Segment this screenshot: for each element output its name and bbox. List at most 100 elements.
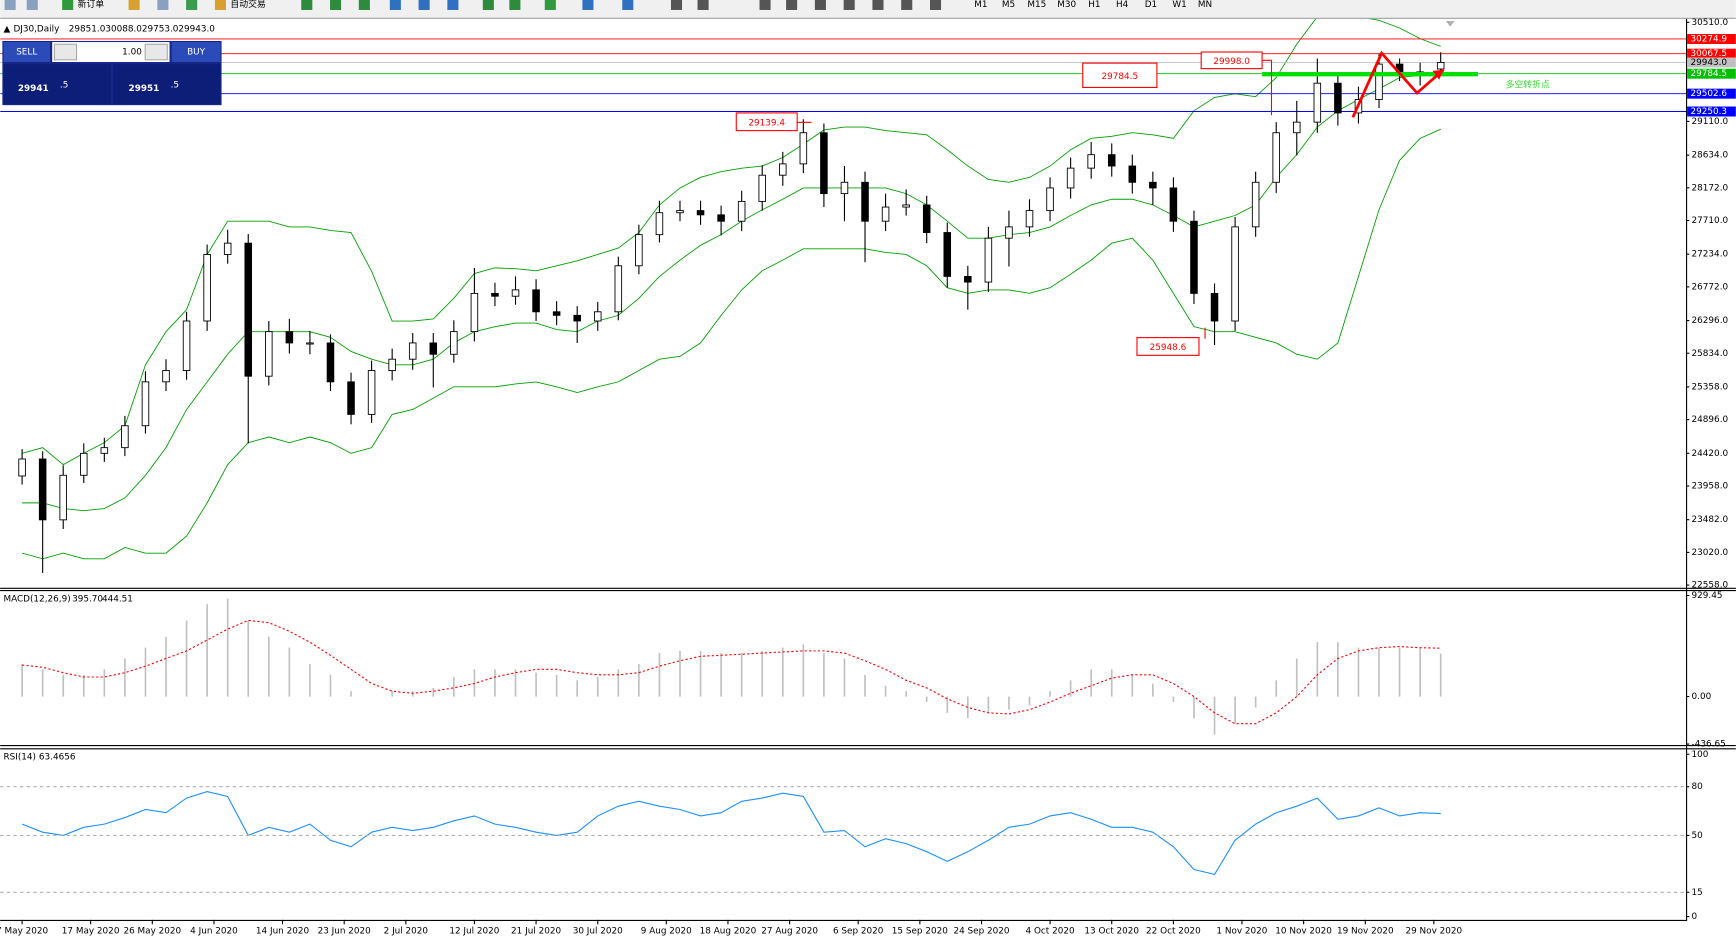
icon[interactable]	[759, 0, 771, 10]
icon[interactable]	[301, 0, 313, 10]
candle-body	[1107, 154, 1116, 167]
y-tick-label: 100	[1692, 750, 1709, 760]
lot-input[interactable]	[52, 42, 170, 62]
candle-body	[1046, 187, 1054, 212]
icon[interactable]	[26, 0, 38, 10]
timeframe[interactable]: M15	[1027, 0, 1046, 10]
candle-body	[141, 381, 150, 427]
icon[interactable]	[582, 0, 594, 10]
candle-body	[244, 242, 253, 377]
sell-button[interactable]	[3, 42, 50, 62]
y-tick-label: 24896.0	[1692, 415, 1729, 425]
y-tick-label: 25834.0	[1692, 349, 1729, 359]
price-level-tag	[1687, 88, 1736, 99]
price-level-label: 29502.6	[1690, 89, 1727, 99]
icon[interactable]	[447, 0, 459, 10]
y-tick-label: 29110.0	[1692, 117, 1729, 127]
timeframe[interactable]: W1	[1172, 0, 1186, 10]
icon[interactable]	[872, 0, 884, 10]
icon[interactable]	[186, 0, 198, 10]
lot-plus[interactable]	[144, 43, 168, 61]
candle-body	[1436, 62, 1445, 70]
candle-body	[943, 232, 952, 277]
x-tick-label: 15 Sep 2020	[892, 926, 948, 936]
y-tick-label: 50	[1692, 831, 1704, 841]
icon[interactable]	[214, 0, 226, 10]
timeframe[interactable]: MN	[1198, 0, 1212, 10]
icon[interactable]	[389, 0, 401, 10]
buy-button[interactable]	[171, 42, 221, 62]
icon[interactable]	[4, 0, 16, 10]
candle-body	[779, 163, 787, 176]
price-panel	[0, 18, 1687, 573]
timeframe[interactable]: H4	[1116, 0, 1129, 10]
rsi-value: 63.4656	[39, 753, 76, 763]
lot-minus[interactable]	[53, 43, 78, 61]
icon[interactable]	[901, 0, 913, 10]
collapse-icon[interactable]: ▲	[3, 24, 10, 34]
icon[interactable]	[622, 0, 634, 10]
candle-body	[861, 181, 869, 222]
icon[interactable]	[697, 0, 709, 10]
axes: 30510.0 29110.0 28634.0 28172.0 27710.0 27234…	[0, 18, 1736, 936]
band-line	[21, 18, 1441, 466]
buy-label[interactable]: BUY	[187, 48, 206, 58]
y-tick-label: 80	[1692, 782, 1704, 792]
x-tick-label: 1 Nov 2020	[1216, 926, 1267, 936]
x-tick-label: 27 Aug 2020	[761, 926, 818, 936]
annotation: 29998.0	[1213, 57, 1250, 67]
timeframe[interactable]: D1	[1145, 0, 1157, 10]
y-tick-label: 23020.0	[1692, 548, 1729, 558]
price-level-label: 30067.5	[1690, 49, 1727, 59]
candle-body	[326, 342, 335, 383]
icon[interactable]	[929, 0, 942, 10]
candle-body	[1375, 63, 1383, 100]
icon[interactable]	[358, 0, 370, 10]
icon[interactable]	[843, 0, 855, 10]
candle-body	[799, 132, 808, 165]
x-tick-label: 10 Nov 2020	[1275, 926, 1332, 936]
icon[interactable]	[814, 0, 826, 10]
toolbar-button[interactable]: 自动交易	[230, 0, 265, 10]
candle-body	[737, 200, 746, 222]
icon[interactable]	[62, 0, 74, 10]
timeframe[interactable]: M1	[974, 0, 987, 10]
candle-body	[573, 314, 581, 322]
icon[interactable]	[330, 0, 342, 10]
lot-value[interactable]: 1.00	[122, 48, 142, 58]
icon[interactable]	[157, 0, 169, 10]
candle-body	[38, 458, 47, 521]
icon[interactable]	[418, 0, 430, 10]
sell-label[interactable]: SELL	[16, 48, 37, 58]
candle-body	[840, 181, 849, 195]
trade-panel: SELL 1.00 BUY 29941 .5 29951 .5	[2, 40, 222, 106]
ohlc-low: 29753.0	[142, 24, 179, 34]
candle-body	[450, 331, 458, 355]
icon[interactable]	[670, 0, 683, 10]
annotations: 29998.0 29139.4 25948.6 29784.5	[735, 51, 1263, 356]
candle-body	[59, 474, 67, 521]
icon[interactable]	[544, 0, 556, 10]
timeframe[interactable]: M30	[1057, 0, 1076, 10]
candle-body	[100, 447, 109, 454]
icon[interactable]	[786, 0, 798, 10]
icon[interactable]	[128, 0, 140, 10]
candle-body	[881, 206, 890, 222]
x-tick-label: 4 Jun 2020	[190, 926, 238, 936]
timeframe[interactable]: H1	[1088, 0, 1100, 10]
y-tick-label: 26772.0	[1692, 282, 1729, 292]
toolbar-icons	[4, 0, 942, 10]
candle-body	[1169, 187, 1178, 222]
timeframe[interactable]: M5	[1002, 0, 1015, 10]
arrow-head	[1432, 69, 1444, 80]
bid-box[interactable]	[3, 64, 111, 105]
signal-value: 444.51	[102, 594, 133, 604]
icon[interactable]	[482, 0, 494, 10]
ask-box[interactable]	[113, 64, 221, 105]
y-tick-label: 929.45	[1692, 591, 1723, 601]
rsi-line	[21, 790, 1441, 875]
annotation: 25948.6	[1150, 343, 1187, 353]
icon[interactable]	[509, 0, 521, 10]
toolbar-button[interactable]: 新订单	[78, 0, 105, 10]
candle-body	[121, 425, 129, 449]
